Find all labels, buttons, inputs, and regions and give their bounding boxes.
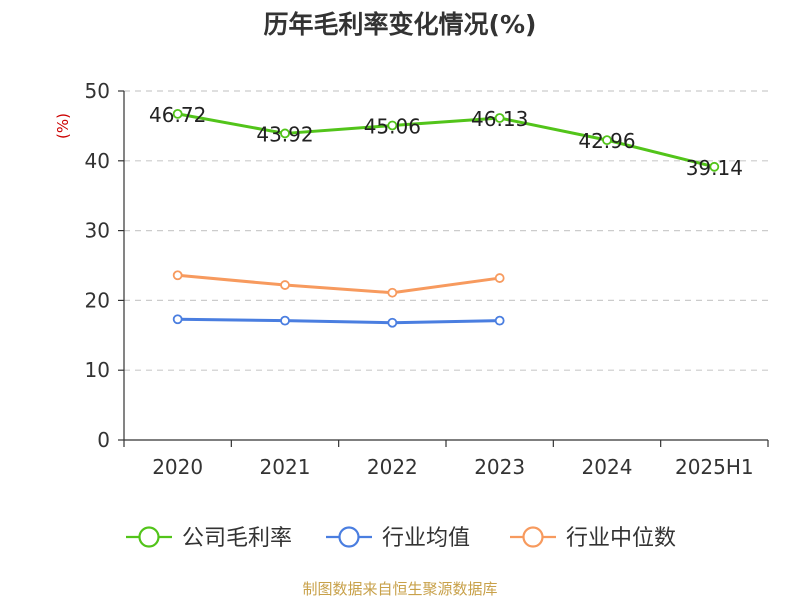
y-tick-label: 50 — [85, 79, 110, 103]
data-point — [387, 287, 398, 298]
legend-label: 公司毛利率 — [182, 526, 292, 551]
y-tick-label: 30 — [85, 219, 110, 243]
data-point — [709, 161, 720, 172]
data-label: 46.72 — [149, 103, 206, 127]
data-point — [602, 135, 612, 146]
grid-lines — [124, 90, 768, 371]
y-tick-label: 0 — [97, 428, 110, 452]
data-point — [387, 120, 398, 131]
data-point — [387, 317, 398, 328]
y-tick-label: 40 — [85, 149, 110, 173]
y-tick-label: 10 — [85, 358, 110, 382]
chart-title: 历年毛利率变化情况(%) — [264, 10, 537, 39]
data-point — [172, 314, 183, 325]
data-label: 45.06 — [364, 114, 421, 138]
legend-label: 行业均值 — [382, 526, 470, 551]
source-note: 制图数据来自恒生聚源数据库 — [302, 580, 497, 598]
data-point — [494, 315, 505, 326]
y-tick-label: 20 — [85, 288, 110, 312]
data-label: 39.14 — [686, 156, 743, 180]
data-point — [280, 128, 290, 139]
data-label: 42.96 — [578, 129, 635, 153]
data-point — [494, 113, 505, 123]
series-line-2 — [177, 273, 500, 295]
y-axis-label: (%) — [54, 113, 72, 139]
x-tick-label: 2025H1 — [675, 455, 754, 479]
x-tick-label: 2021 — [260, 455, 311, 479]
data-point — [280, 315, 290, 326]
legend-marker — [522, 526, 544, 548]
axes: 0 10 20 30 40 50 2020 2021 2022 2023 2024 2025H1 — [85, 79, 769, 479]
data-point — [280, 280, 290, 290]
legend-marker — [138, 526, 160, 548]
data-point — [172, 108, 183, 119]
data-label: 43.92 — [256, 122, 313, 146]
data-labels: 46.72 43.92 45.06 46.13 42.96 39.14 — [149, 103, 743, 180]
data-point — [494, 273, 505, 283]
legend-marker — [338, 526, 360, 548]
legend: 公司毛利率 行业均值 行业中位数 — [126, 526, 676, 551]
legend-label: 行业中位数 — [566, 526, 676, 551]
series-layer — [172, 108, 720, 328]
series-line-1 — [177, 317, 500, 325]
series-line-0 — [177, 112, 715, 169]
data-label: 46.13 — [471, 107, 528, 131]
x-tick-label: 2022 — [367, 455, 418, 479]
x-tick-label: 2024 — [582, 455, 633, 479]
x-tick-label: 2020 — [152, 455, 203, 479]
data-point — [172, 270, 183, 281]
x-tick-label: 2023 — [474, 455, 525, 479]
